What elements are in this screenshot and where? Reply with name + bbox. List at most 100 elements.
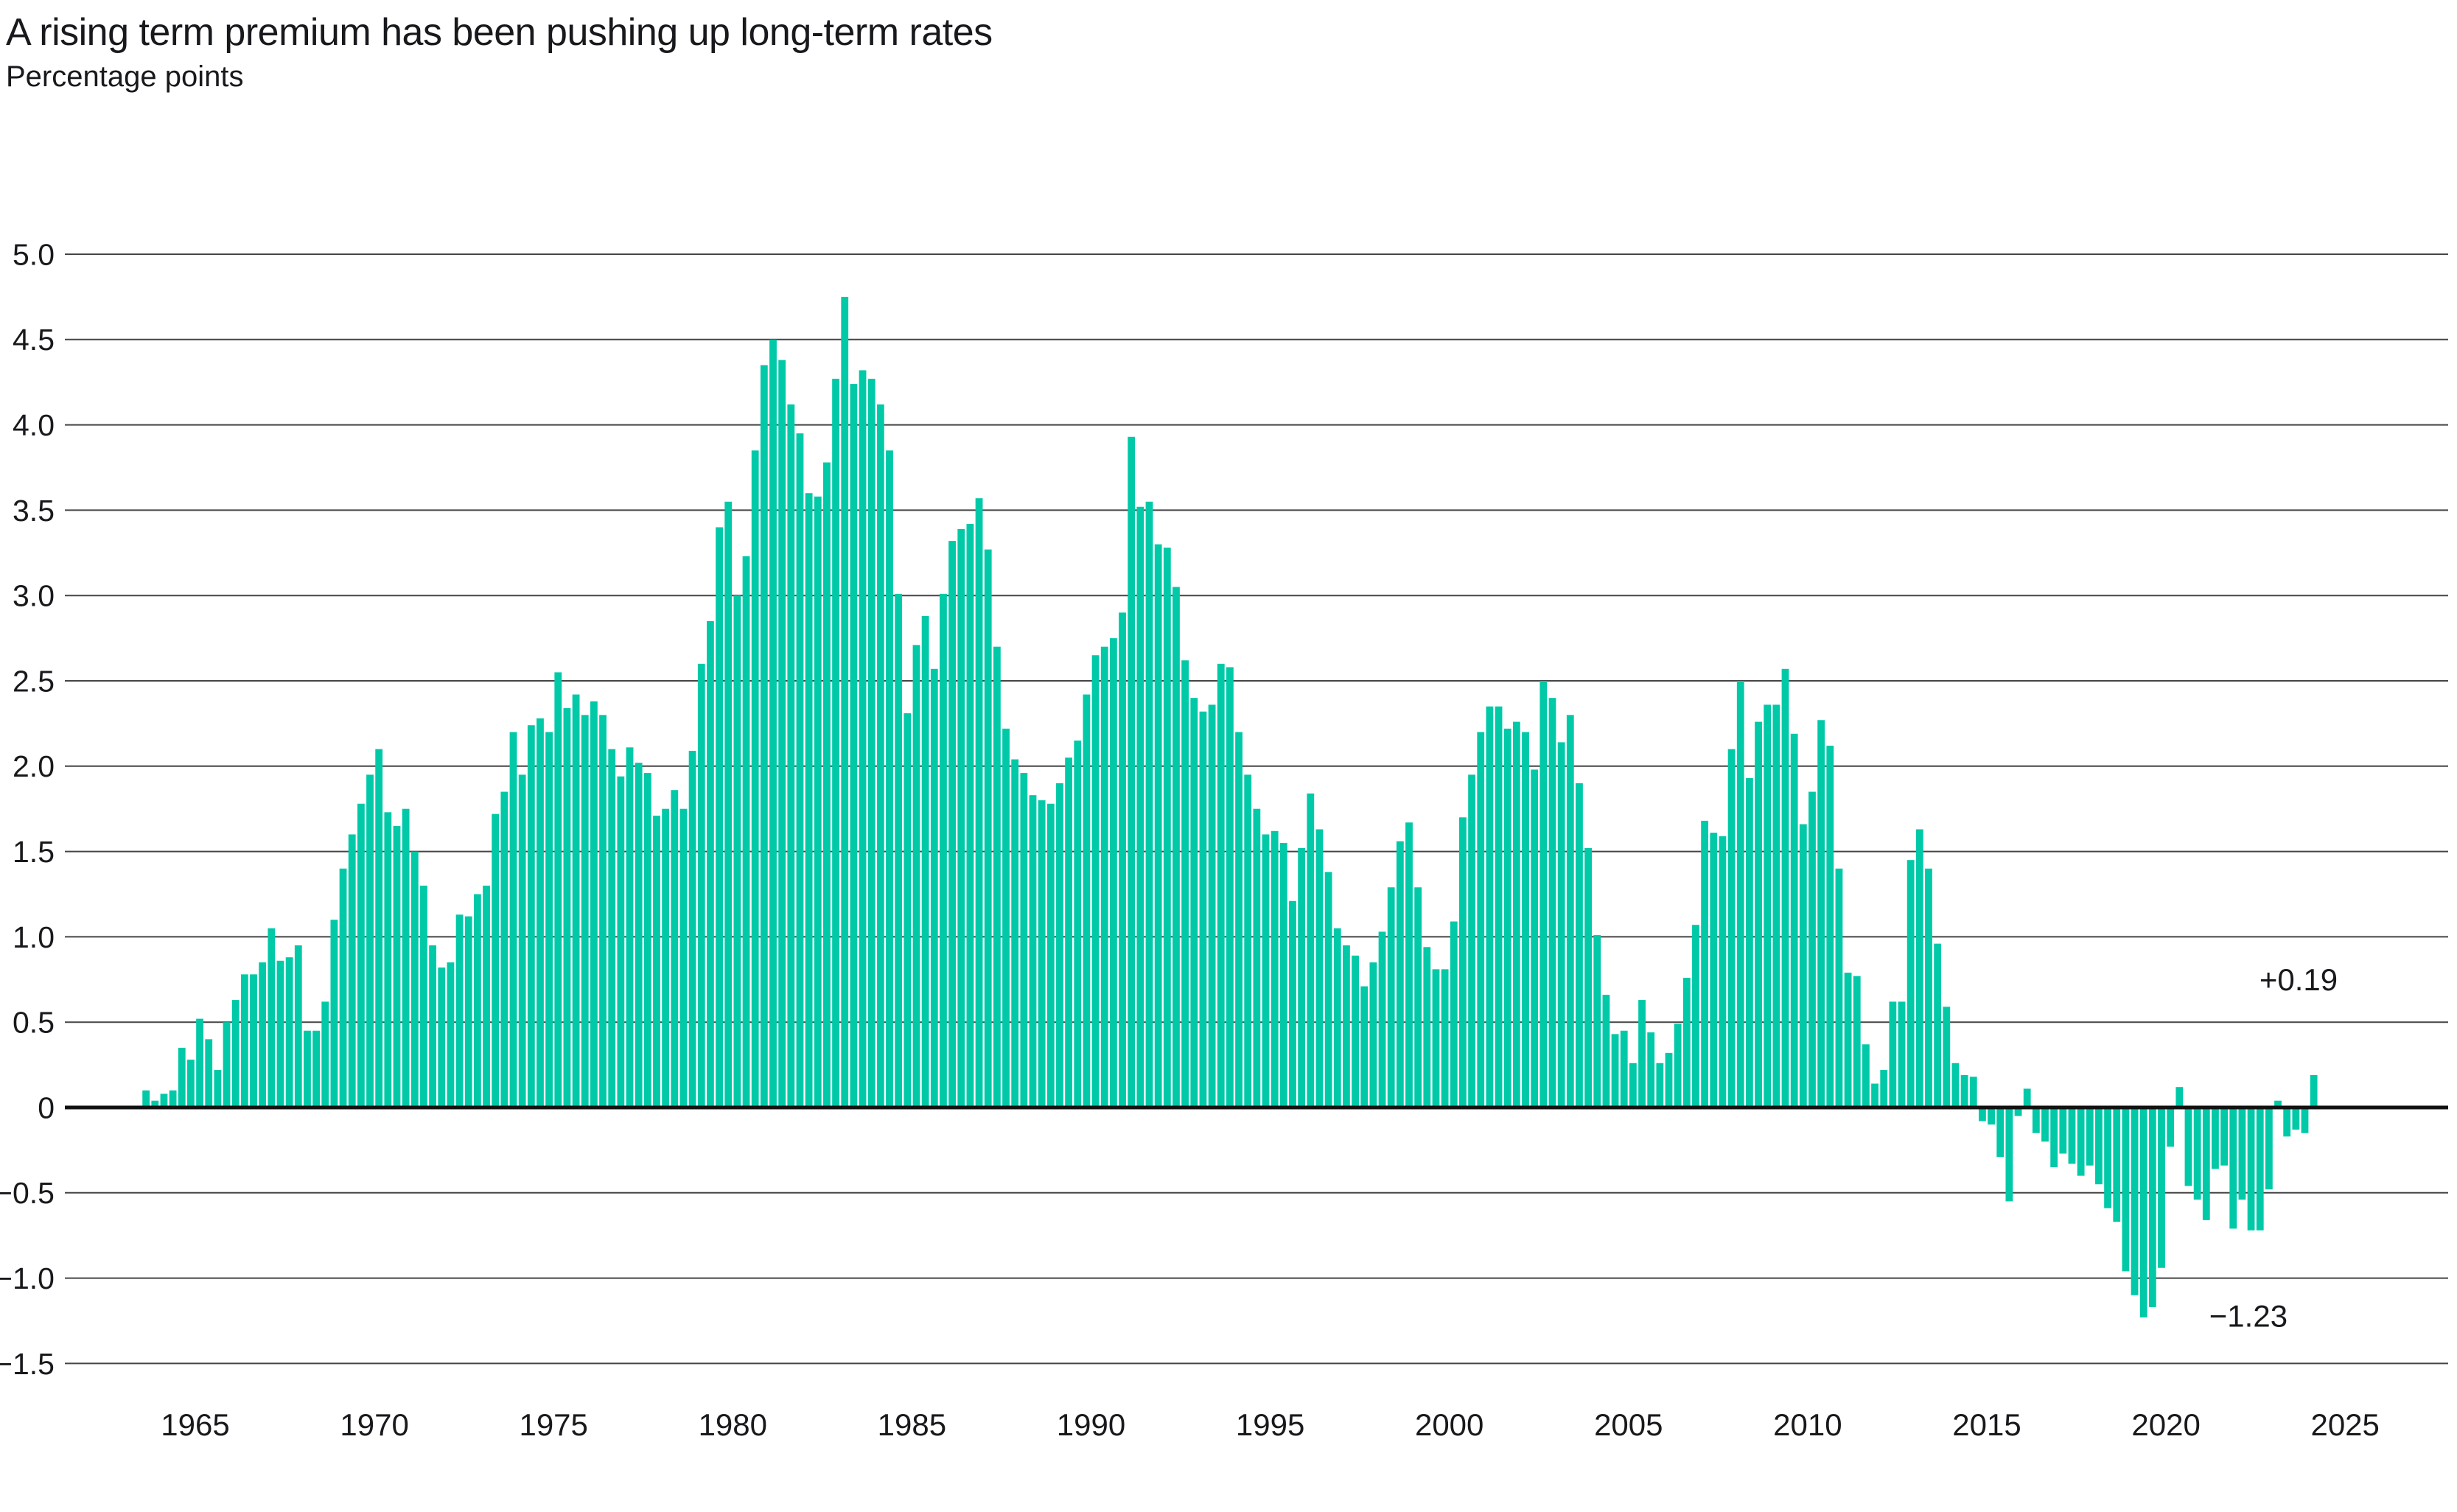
bar — [187, 1060, 195, 1107]
bar — [339, 868, 347, 1107]
bar — [823, 462, 831, 1107]
bar — [1996, 1107, 2005, 1158]
bar — [357, 803, 365, 1107]
bar — [2077, 1107, 2085, 1176]
bar — [1091, 655, 1100, 1107]
bar — [276, 960, 284, 1107]
bar — [1217, 663, 1225, 1107]
bar — [2122, 1107, 2130, 1272]
bar — [1620, 1030, 1628, 1107]
y-tick-label: −0.5 — [0, 1176, 55, 1210]
x-tick-label: 2010 — [1773, 1407, 1842, 1442]
bar — [231, 1000, 240, 1107]
bar — [1136, 506, 1144, 1107]
bar — [688, 750, 696, 1107]
bar — [1315, 829, 1324, 1107]
bar — [240, 974, 248, 1107]
bar — [1539, 681, 1548, 1107]
bar — [1889, 1001, 1897, 1107]
bar — [1602, 995, 1610, 1107]
bar — [1960, 1075, 1968, 1107]
bar — [608, 749, 616, 1107]
bar — [420, 885, 427, 1107]
bar — [993, 646, 1001, 1107]
bar — [1298, 847, 1306, 1107]
bar — [1656, 1063, 1664, 1107]
bar — [1423, 947, 1431, 1107]
bar — [223, 1022, 231, 1107]
bar — [554, 672, 562, 1107]
bar — [545, 732, 553, 1107]
bar — [1119, 612, 1126, 1107]
bar — [805, 493, 813, 1107]
bar — [366, 774, 374, 1107]
x-tick-label: 2025 — [2310, 1407, 2379, 1442]
bar — [626, 747, 634, 1107]
bar — [1486, 706, 1494, 1107]
annotation-min-value: −1.23 — [2209, 1298, 2288, 1333]
bar — [1279, 843, 1287, 1107]
bar — [1969, 1077, 1977, 1107]
y-tick-label: −1.5 — [0, 1347, 55, 1381]
bar — [679, 808, 688, 1107]
bar — [1988, 1107, 1995, 1125]
bar — [787, 404, 795, 1107]
bar — [1172, 587, 1180, 1107]
bar — [751, 450, 759, 1107]
x-tick-label: 1995 — [1236, 1407, 1304, 1442]
bar — [429, 945, 437, 1107]
bar — [662, 808, 670, 1107]
bar — [707, 620, 714, 1107]
bar — [1011, 759, 1019, 1107]
bar — [1557, 742, 1565, 1107]
bar — [1163, 547, 1171, 1107]
bar — [447, 962, 455, 1107]
bar — [151, 1100, 159, 1107]
x-tick-label: 1965 — [161, 1407, 229, 1442]
bar — [2104, 1107, 2111, 1208]
bar — [1790, 733, 1798, 1107]
bar — [1584, 847, 1592, 1107]
bar — [1638, 1000, 1646, 1107]
bar — [1871, 1083, 1878, 1107]
bar — [2310, 1075, 2318, 1107]
bar — [1065, 757, 1073, 1107]
bar — [1710, 833, 1718, 1107]
bar — [1727, 749, 1736, 1107]
y-tick-label: 3.5 — [13, 494, 55, 528]
bar — [375, 749, 383, 1107]
bar — [348, 834, 356, 1107]
y-tick-label: 1.5 — [13, 835, 55, 869]
bar — [2193, 1107, 2201, 1200]
bar — [410, 851, 419, 1107]
bar — [1745, 778, 1753, 1107]
bar — [599, 715, 607, 1107]
bar — [2301, 1107, 2309, 1133]
bar — [671, 790, 679, 1107]
bar — [1495, 706, 1503, 1107]
bar — [321, 1001, 329, 1107]
bar — [617, 776, 625, 1107]
bar — [697, 663, 705, 1107]
bar — [1100, 646, 1108, 1107]
bar — [160, 1093, 168, 1107]
bar — [2247, 1107, 2255, 1231]
bar — [867, 379, 875, 1107]
bar — [1343, 945, 1350, 1107]
bar — [285, 957, 293, 1107]
bar — [1046, 803, 1055, 1107]
bar — [1799, 824, 1807, 1107]
bar — [912, 645, 920, 1107]
bar — [1271, 830, 1279, 1107]
bar — [876, 404, 884, 1107]
bar — [142, 1090, 150, 1107]
bar — [2229, 1107, 2237, 1229]
bar — [527, 725, 535, 1107]
bar — [948, 541, 956, 1107]
bar — [1002, 728, 1010, 1107]
bar — [1826, 746, 1834, 1107]
bar — [724, 501, 733, 1107]
bar — [563, 708, 571, 1107]
bar — [1835, 868, 1843, 1107]
